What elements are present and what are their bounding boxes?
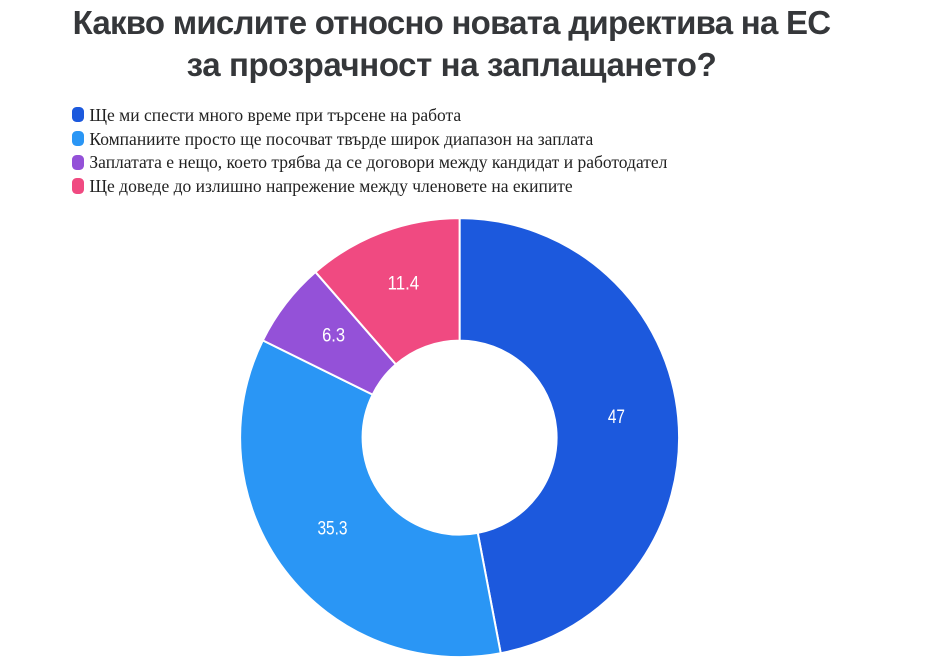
svg-text:47: 47 bbox=[608, 407, 625, 428]
svg-text:11.4: 11.4 bbox=[388, 274, 420, 295]
svg-text:35.3: 35.3 bbox=[317, 519, 347, 540]
svg-text:6.3: 6.3 bbox=[322, 326, 345, 347]
